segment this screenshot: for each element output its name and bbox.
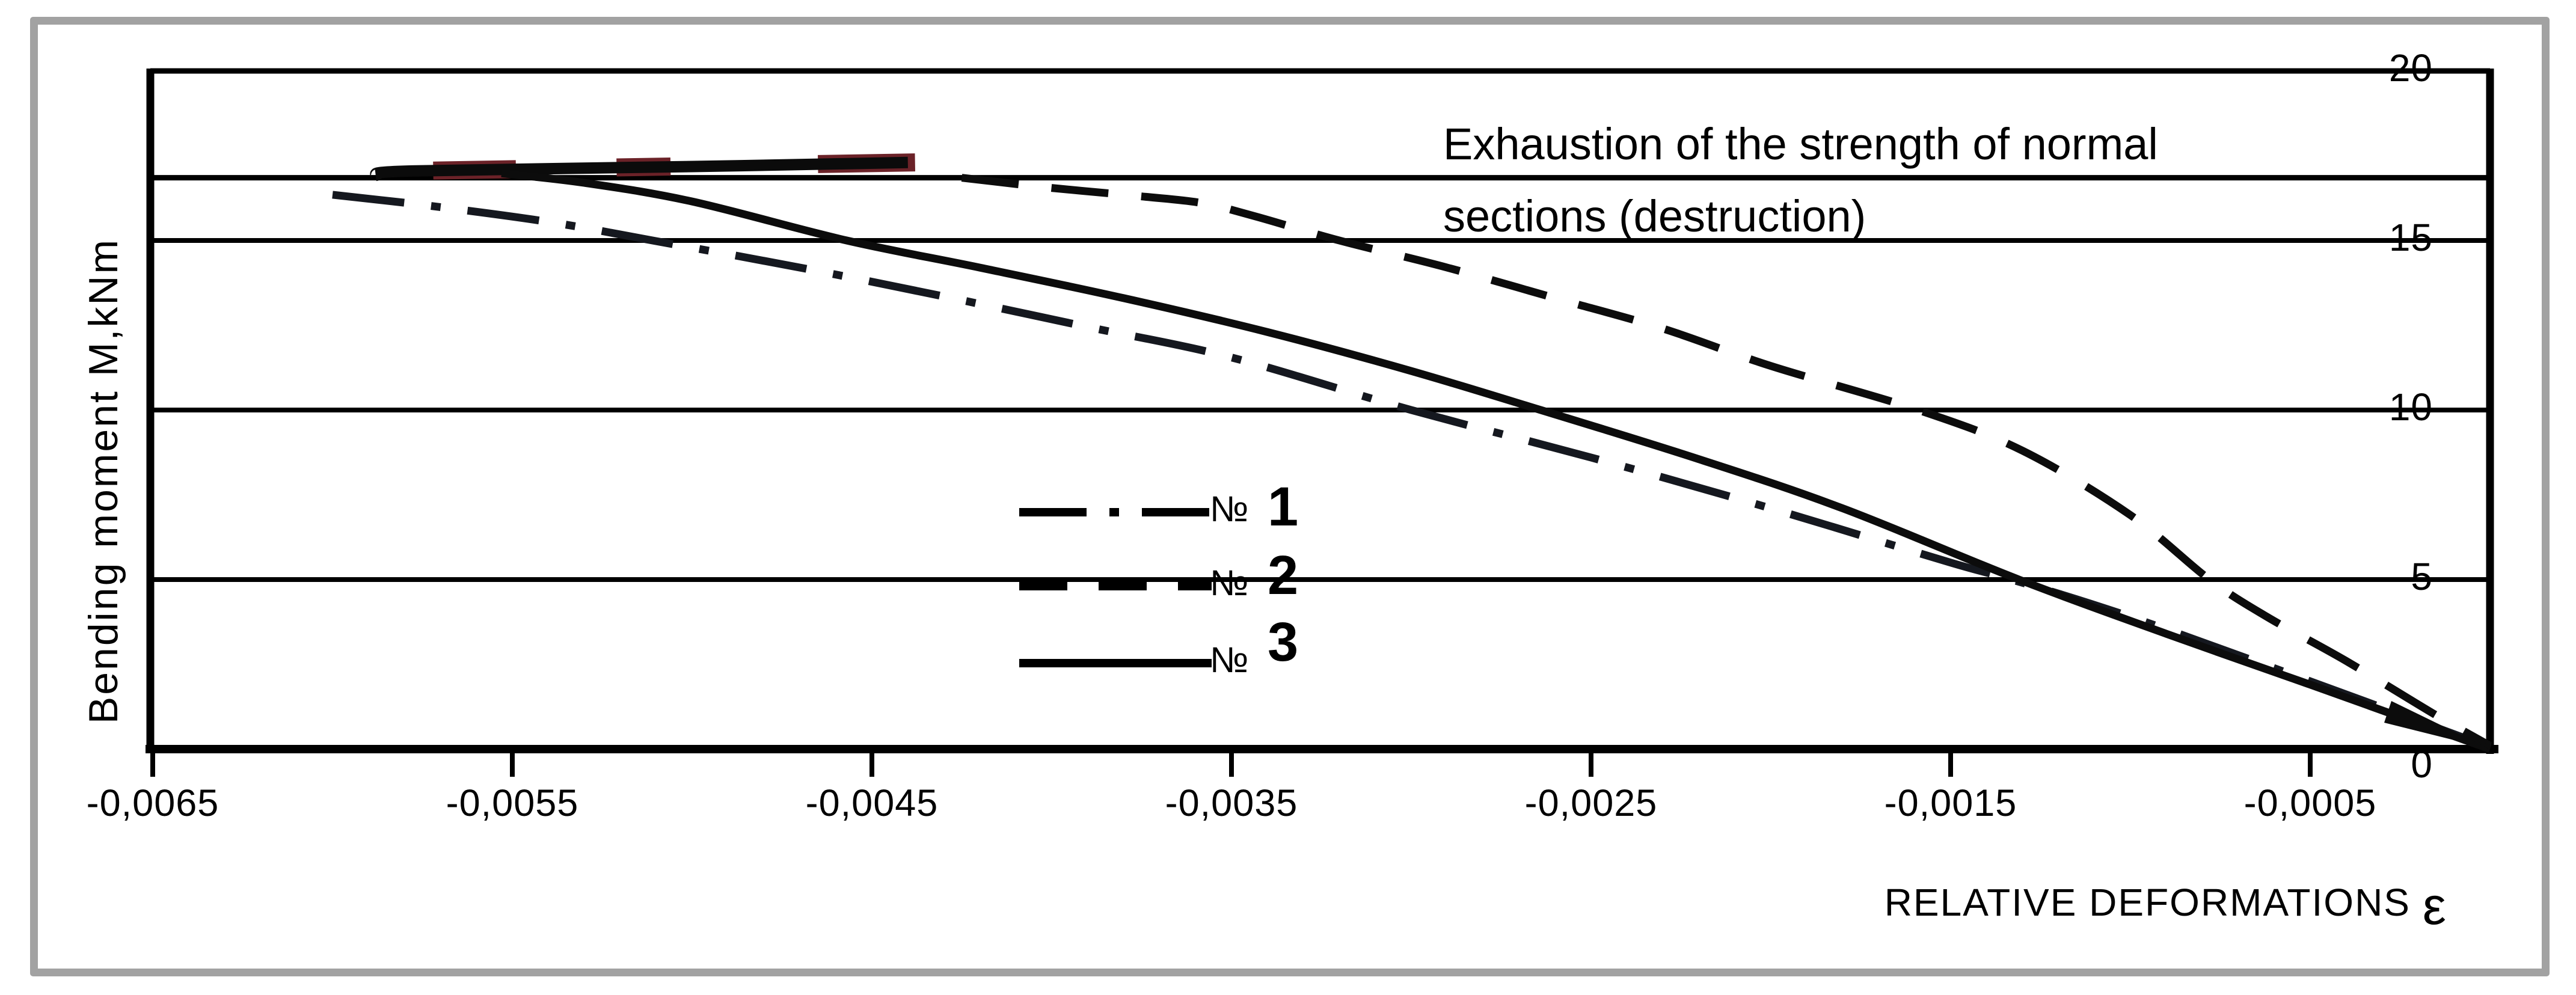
- ytick-label: 5: [2411, 555, 2433, 598]
- xtick-label: -0,0025: [1524, 782, 1658, 824]
- xtick-label: -0,0015: [1884, 782, 2017, 824]
- ytick-label: 0: [2411, 742, 2433, 786]
- legend-mark-3: №: [1210, 640, 1249, 680]
- annotation-text: Exhaustion of the strength of normal sec…: [1443, 108, 2158, 253]
- ytick-label: 20: [2388, 46, 2433, 90]
- legend-line-sample-1: [1019, 508, 1212, 516]
- xtick-label: -0,0035: [1165, 782, 1298, 824]
- legend-line-sample-2: [1019, 582, 1212, 590]
- y-axis-title: Bending moment M,kNm: [81, 237, 126, 724]
- legend-mark-1: №: [1210, 489, 1249, 529]
- plateau-line: [370, 156, 908, 182]
- legend-number-1: 1: [1268, 476, 1299, 537]
- x-axis-title-text: RELATIVE DEFORMATIONS: [1884, 881, 2411, 924]
- ytick-label: 15: [2388, 216, 2433, 259]
- series-curve-1: [332, 191, 2492, 752]
- legend-line-sample-3: [1019, 659, 1212, 667]
- xtick-label: -0,0055: [446, 782, 579, 824]
- x-axis-title: RELATIVE DEFORMATIONS ε: [1852, 880, 2447, 932]
- legend-number-2: 2: [1268, 545, 1299, 606]
- legend-number-3: 3: [1268, 611, 1299, 673]
- legend-mark-2: №: [1210, 563, 1249, 603]
- annotation-line-2: sections (destruction): [1443, 191, 1866, 241]
- ytick-label: 10: [2388, 385, 2433, 429]
- epsilon-symbol: ε: [2422, 876, 2447, 935]
- xtick-label: -0,0065: [86, 782, 219, 824]
- annotation-line-1: Exhaustion of the strength of normal: [1443, 119, 2158, 169]
- xtick-label: -0,0045: [805, 782, 939, 824]
- series-curve-2: [961, 174, 2492, 750]
- xtick-label: -0,0005: [2243, 782, 2377, 824]
- curve-arrow-tip: [2384, 701, 2490, 749]
- series-curve-3: [501, 169, 2492, 753]
